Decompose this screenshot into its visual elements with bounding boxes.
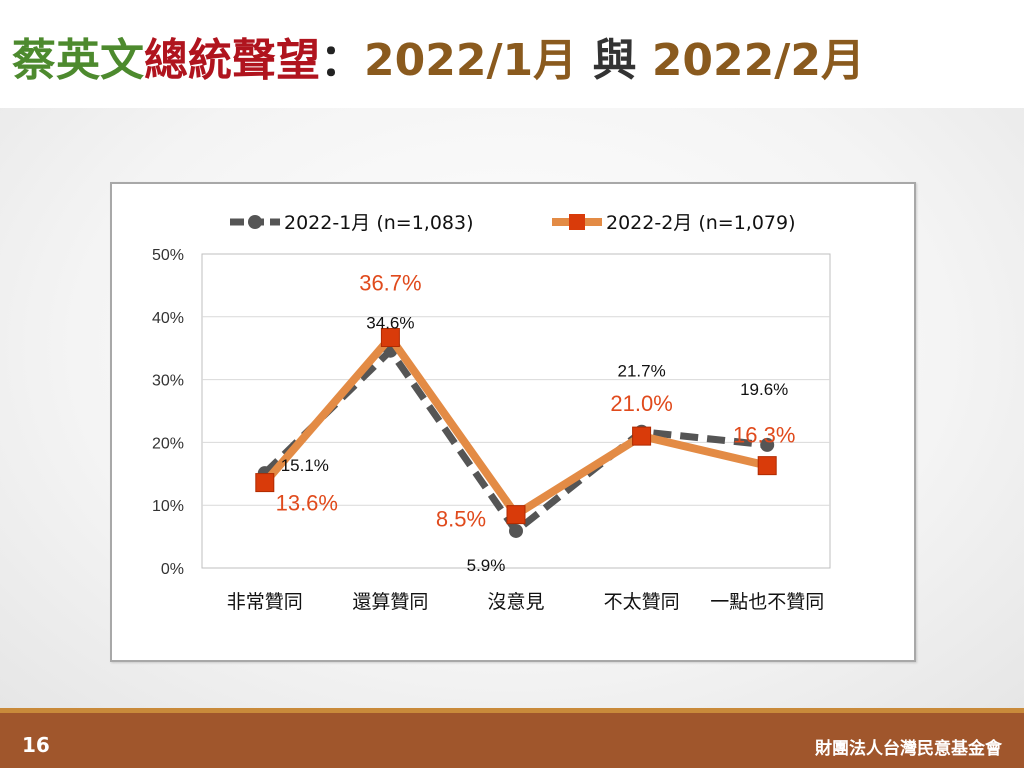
series-2022-2-data-label: 8.5% <box>436 507 486 532</box>
series-2022-1-point <box>760 437 775 452</box>
series-2022-1-data-label: 19.6% <box>740 380 788 399</box>
y-tick-label: 20% <box>152 435 184 452</box>
title-date-2: 2022/2月 <box>651 35 865 86</box>
y-tick-label: 40% <box>152 310 184 327</box>
series-2022-2-data-label: 21.0% <box>610 391 672 416</box>
footer-bar: 16 財團法人台灣民意基金會 <box>0 708 1024 768</box>
series-2022-1-data-label: 5.9% <box>467 556 506 575</box>
series-2022-2-point <box>757 456 777 476</box>
chart-frame: 0% 10% 20% 30% 40% 50% 非常贊同 還算贊同 沒意見 不太贊同 一點也不贊同 15… <box>110 182 916 662</box>
series-2022-2-data-label: 36.7% <box>359 271 421 296</box>
slide-title: 蔡英文總統聲望：2022/1月 與 2022/2月 <box>12 26 865 96</box>
title-connector: 與 <box>592 35 637 86</box>
y-tick-label: 10% <box>152 498 184 515</box>
series-2022-2-data-label: 16.3% <box>733 423 795 448</box>
line-chart: 0% 10% 20% 30% 40% 50% 非常贊同 還算贊同 沒意見 不太贊同 一點也不贊同 15… <box>152 212 831 613</box>
series-2022-1-data-label: 34.6% <box>366 314 414 333</box>
organization-name: 財團法人台灣民意基金會 <box>815 739 1002 759</box>
title-subject: 總統聲望 <box>144 35 320 86</box>
y-tick-label: 0% <box>161 561 184 578</box>
y-tick-label: 50% <box>152 247 184 264</box>
page-number: 16 <box>22 733 50 757</box>
x-category-label: 一點也不贊同 <box>710 591 824 613</box>
series-2022-2-point <box>255 473 275 493</box>
title-date-1: 2022/1月 <box>364 35 578 86</box>
series-2022-1-data-label: 21.7% <box>617 362 665 381</box>
legend-marker-2022-2 <box>569 214 585 230</box>
series-2022-1-data-label: 15.1% <box>281 456 329 475</box>
legend-label-2022-2: 2022-2月 (n=1,079) <box>606 212 796 234</box>
x-category-label: 還算贊同 <box>352 591 428 613</box>
x-category-label: 不太贊同 <box>604 591 680 613</box>
legend-label-2022-1: 2022-1月 (n=1,083) <box>284 212 474 234</box>
series-2022-1-point <box>509 523 523 538</box>
series-2022-2-data-label: 13.6% <box>276 491 338 516</box>
title-bar: 蔡英文總統聲望：2022/1月 與 2022/2月 <box>0 0 1024 108</box>
x-category-label: 非常贊同 <box>227 591 303 613</box>
title-name: 蔡英文 <box>12 35 144 86</box>
series-2022-2-point <box>380 328 400 348</box>
series-2022-2-point <box>632 426 652 446</box>
y-tick-label: 30% <box>152 373 184 390</box>
series-2022-2-point <box>506 505 526 525</box>
legend-marker-2022-1 <box>248 215 262 229</box>
title-colon: ： <box>320 35 364 86</box>
x-category-label: 沒意見 <box>487 591 544 613</box>
